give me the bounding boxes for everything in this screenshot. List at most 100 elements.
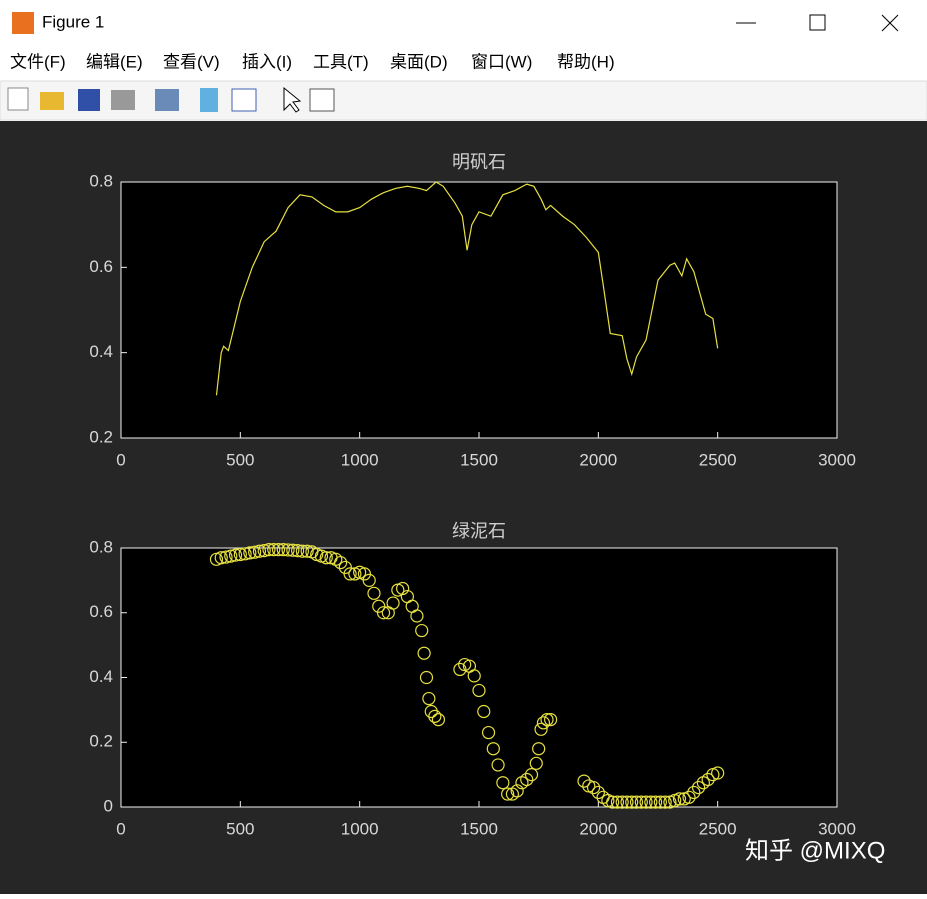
- menu-item[interactable]: 查看(V): [163, 52, 220, 71]
- data-point: [319, 551, 333, 565]
- chart-title: 绿泥石: [452, 521, 506, 541]
- data-point: [386, 596, 400, 610]
- data-point: [711, 766, 725, 780]
- data-point: [376, 606, 391, 620]
- data-point: [644, 795, 658, 809]
- toolbar-icons: [7, 86, 335, 113]
- pointer-icon[interactable]: [283, 86, 302, 113]
- data-point: [520, 772, 534, 787]
- data-point: [257, 543, 271, 558]
- data-point: [682, 790, 696, 804]
- data-point: [271, 543, 286, 557]
- y-tick-label: 0.6: [89, 257, 113, 276]
- data-point: [534, 722, 548, 736]
- data-point: [649, 795, 663, 809]
- data-point: [419, 670, 434, 685]
- data-point: [417, 646, 431, 660]
- data-point: [248, 545, 262, 559]
- data-point: [343, 567, 357, 581]
- x-tick-label: 2000: [579, 450, 617, 469]
- data-point: [396, 581, 410, 596]
- link-icon[interactable]: [155, 89, 179, 111]
- legend-icon[interactable]: [231, 88, 257, 112]
- data-point: [540, 712, 554, 727]
- menu-bar: [0, 45, 927, 81]
- data-point: [367, 586, 381, 600]
- menu-item[interactable]: 窗口(W): [471, 52, 532, 71]
- data-point: [333, 555, 348, 570]
- data-point: [410, 609, 424, 623]
- data-point: [524, 768, 539, 782]
- data-point: [658, 795, 672, 809]
- data-point: [606, 795, 620, 809]
- data-point: [286, 543, 300, 557]
- save-icon[interactable]: [78, 89, 100, 111]
- x-tick-label: 3000: [818, 450, 856, 469]
- data-point: [634, 795, 648, 809]
- x-tick-label: 2500: [699, 819, 737, 838]
- data-point: [295, 544, 309, 558]
- menu-item[interactable]: 编辑(E): [86, 52, 143, 71]
- y-tick-label: 0: [104, 796, 113, 815]
- data-point: [431, 712, 446, 727]
- x-tick-label: 3000: [818, 819, 856, 838]
- data-point: [510, 784, 524, 798]
- data-point: [477, 704, 491, 719]
- data-point: [653, 795, 667, 809]
- axes-background: [120, 547, 838, 808]
- property-icon[interactable]: [309, 88, 335, 112]
- new-icon[interactable]: [7, 87, 29, 111]
- menu-item[interactable]: 文件(F): [10, 52, 66, 71]
- y-tick-label: 0.8: [89, 537, 113, 556]
- x-tick-label: 0: [116, 819, 125, 838]
- print-icon[interactable]: [111, 90, 135, 110]
- data-point: [577, 774, 591, 788]
- data-point: [362, 573, 376, 587]
- x-tick-label: 0: [116, 450, 125, 469]
- data-point: [543, 712, 558, 727]
- data-point: [629, 795, 644, 809]
- data-point: [536, 716, 551, 730]
- menu-item[interactable]: 桌面(D): [390, 52, 448, 71]
- data-point: [472, 683, 486, 698]
- data-point: [625, 795, 639, 809]
- window-title: Figure 1: [42, 12, 104, 31]
- data-point: [453, 662, 467, 677]
- y-tick-label: 0.4: [89, 342, 113, 361]
- colorbar-icon[interactable]: [200, 88, 218, 112]
- x-tick-label: 1000: [341, 819, 379, 838]
- data-point: [214, 551, 228, 565]
- data-point: [276, 543, 290, 557]
- data-point: [672, 792, 687, 806]
- watermark: 知乎 @MIXQ: [745, 837, 885, 864]
- data-point: [491, 758, 505, 772]
- data-point: [224, 549, 238, 563]
- data-point: [428, 709, 442, 723]
- open-icon[interactable]: [40, 92, 64, 110]
- maximize-button[interactable]: [809, 14, 826, 31]
- menu-item[interactable]: 帮助(H): [557, 52, 615, 71]
- data-point: [467, 669, 481, 683]
- menu-item[interactable]: 工具(T): [313, 52, 369, 71]
- data-point: [291, 543, 305, 558]
- data-point: [252, 544, 267, 558]
- data-point: [243, 546, 257, 560]
- x-tick-label: 1500: [460, 450, 498, 469]
- data-point: [267, 543, 281, 557]
- close-button[interactable]: [881, 14, 899, 32]
- data-point: [496, 776, 510, 790]
- data-point: [262, 543, 276, 557]
- x-tick-label: 1000: [341, 450, 379, 469]
- axes-background: [120, 181, 838, 439]
- menu-item[interactable]: 插入(I): [242, 52, 292, 71]
- x-tick-label: 1500: [460, 819, 498, 838]
- data-point: [701, 772, 715, 787]
- chart-title: 明矾石: [452, 152, 506, 172]
- data-point: [300, 544, 314, 558]
- data-point: [233, 547, 247, 562]
- y-tick-label: 0.2: [89, 732, 113, 751]
- app-icon: [12, 12, 34, 34]
- title-bar: [0, 0, 927, 45]
